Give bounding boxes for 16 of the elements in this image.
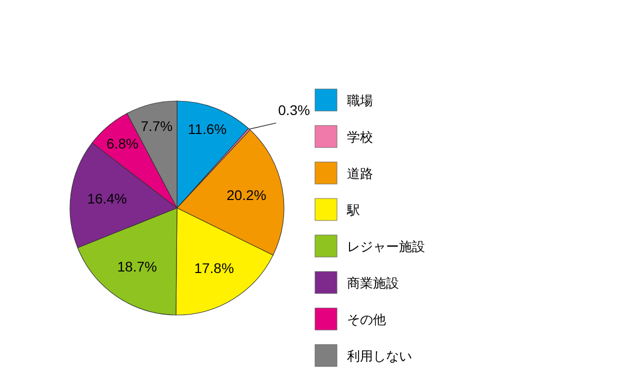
- legend-label: 学校: [347, 130, 373, 144]
- data-label: 6.8%: [106, 135, 138, 152]
- data-label: 20.2%: [226, 187, 266, 204]
- legend-label: その他: [347, 312, 386, 327]
- legend-label: 職場: [347, 93, 373, 108]
- data-label: 7.7%: [140, 118, 173, 134]
- legend-label: 駅: [346, 202, 360, 218]
- data-label: 11.6%: [188, 121, 227, 138]
- data-label: 16.4%: [87, 190, 127, 206]
- legend-label: 商業施設: [347, 276, 399, 290]
- legend-label: 利用しない: [347, 348, 412, 364]
- data-label: 17.8%: [194, 260, 234, 276]
- data-label: 18.7%: [117, 258, 157, 274]
- legend-label: レジャー施設: [347, 239, 425, 254]
- data-label: 0.3%: [278, 102, 310, 118]
- legend-label: 道路: [347, 166, 373, 181]
